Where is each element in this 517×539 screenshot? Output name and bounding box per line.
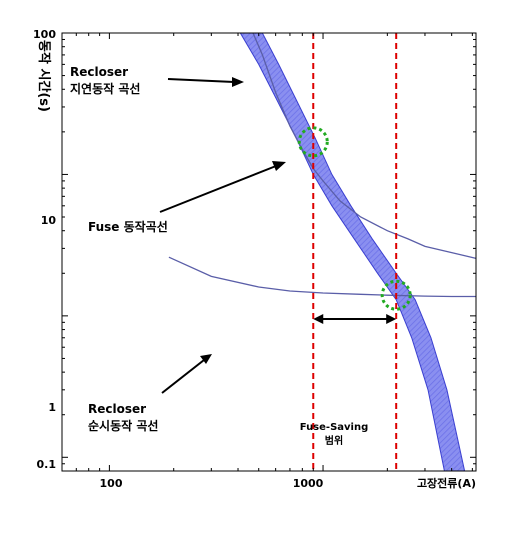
y-tick-label-10: 10 (41, 214, 57, 227)
range-arrowhead-left (313, 314, 324, 325)
plot-marks (168, 32, 477, 472)
x-tick-label-100: 100 (100, 477, 123, 490)
highlight-circle-1 (380, 279, 412, 311)
anno-fuse-saving-line1: Fuse-Saving (300, 422, 369, 433)
highlight-circle-0 (297, 126, 329, 158)
anno-recloser-delay-line2: 지연동작 곡선 (70, 81, 140, 96)
anno-fuse-curve: Fuse 동작곡선 (88, 219, 168, 234)
anno-recloser-instant-line2: 순시동작 곡선 (88, 418, 158, 433)
anno-recloser-instant-line1: Recloser (88, 402, 146, 416)
arrowhead-recloser-instant (200, 354, 212, 364)
arrow-recloser-instant (161, 359, 205, 394)
recloser-curve-1 (168, 256, 476, 298)
annotations: Recloser 지연동작 곡선 Fuse 동작곡선 Recloser 순시동작… (70, 65, 368, 447)
fuse-band (239, 32, 466, 472)
x-tick-label-1000: 1000 (293, 477, 324, 490)
y-axis-label: 동작 시간(s) (36, 40, 52, 112)
plot-frame (61, 32, 477, 472)
x-axis-label: 고장전류(A) (417, 476, 476, 490)
y-tick-label-100: 100 (33, 28, 56, 41)
arrowhead-recloser-delay (232, 77, 244, 87)
y-tick-label-0.1: 0.1 (37, 458, 57, 471)
anno-recloser-delay-line1: Recloser (70, 65, 128, 79)
arrow-recloser-delay (167, 78, 235, 83)
arrowhead-fuse (272, 161, 286, 171)
axes: 100 1000 100 10 1 0.1 고장전류(A) 동작 시간(s) (33, 28, 477, 490)
anno-fuse-saving-line2: 범위 (325, 434, 343, 447)
arrow-fuse (159, 165, 277, 213)
recloser-curve-0 (252, 32, 477, 260)
range-arrowhead-right (386, 314, 397, 325)
y-tick-label-1: 1 (48, 401, 56, 414)
